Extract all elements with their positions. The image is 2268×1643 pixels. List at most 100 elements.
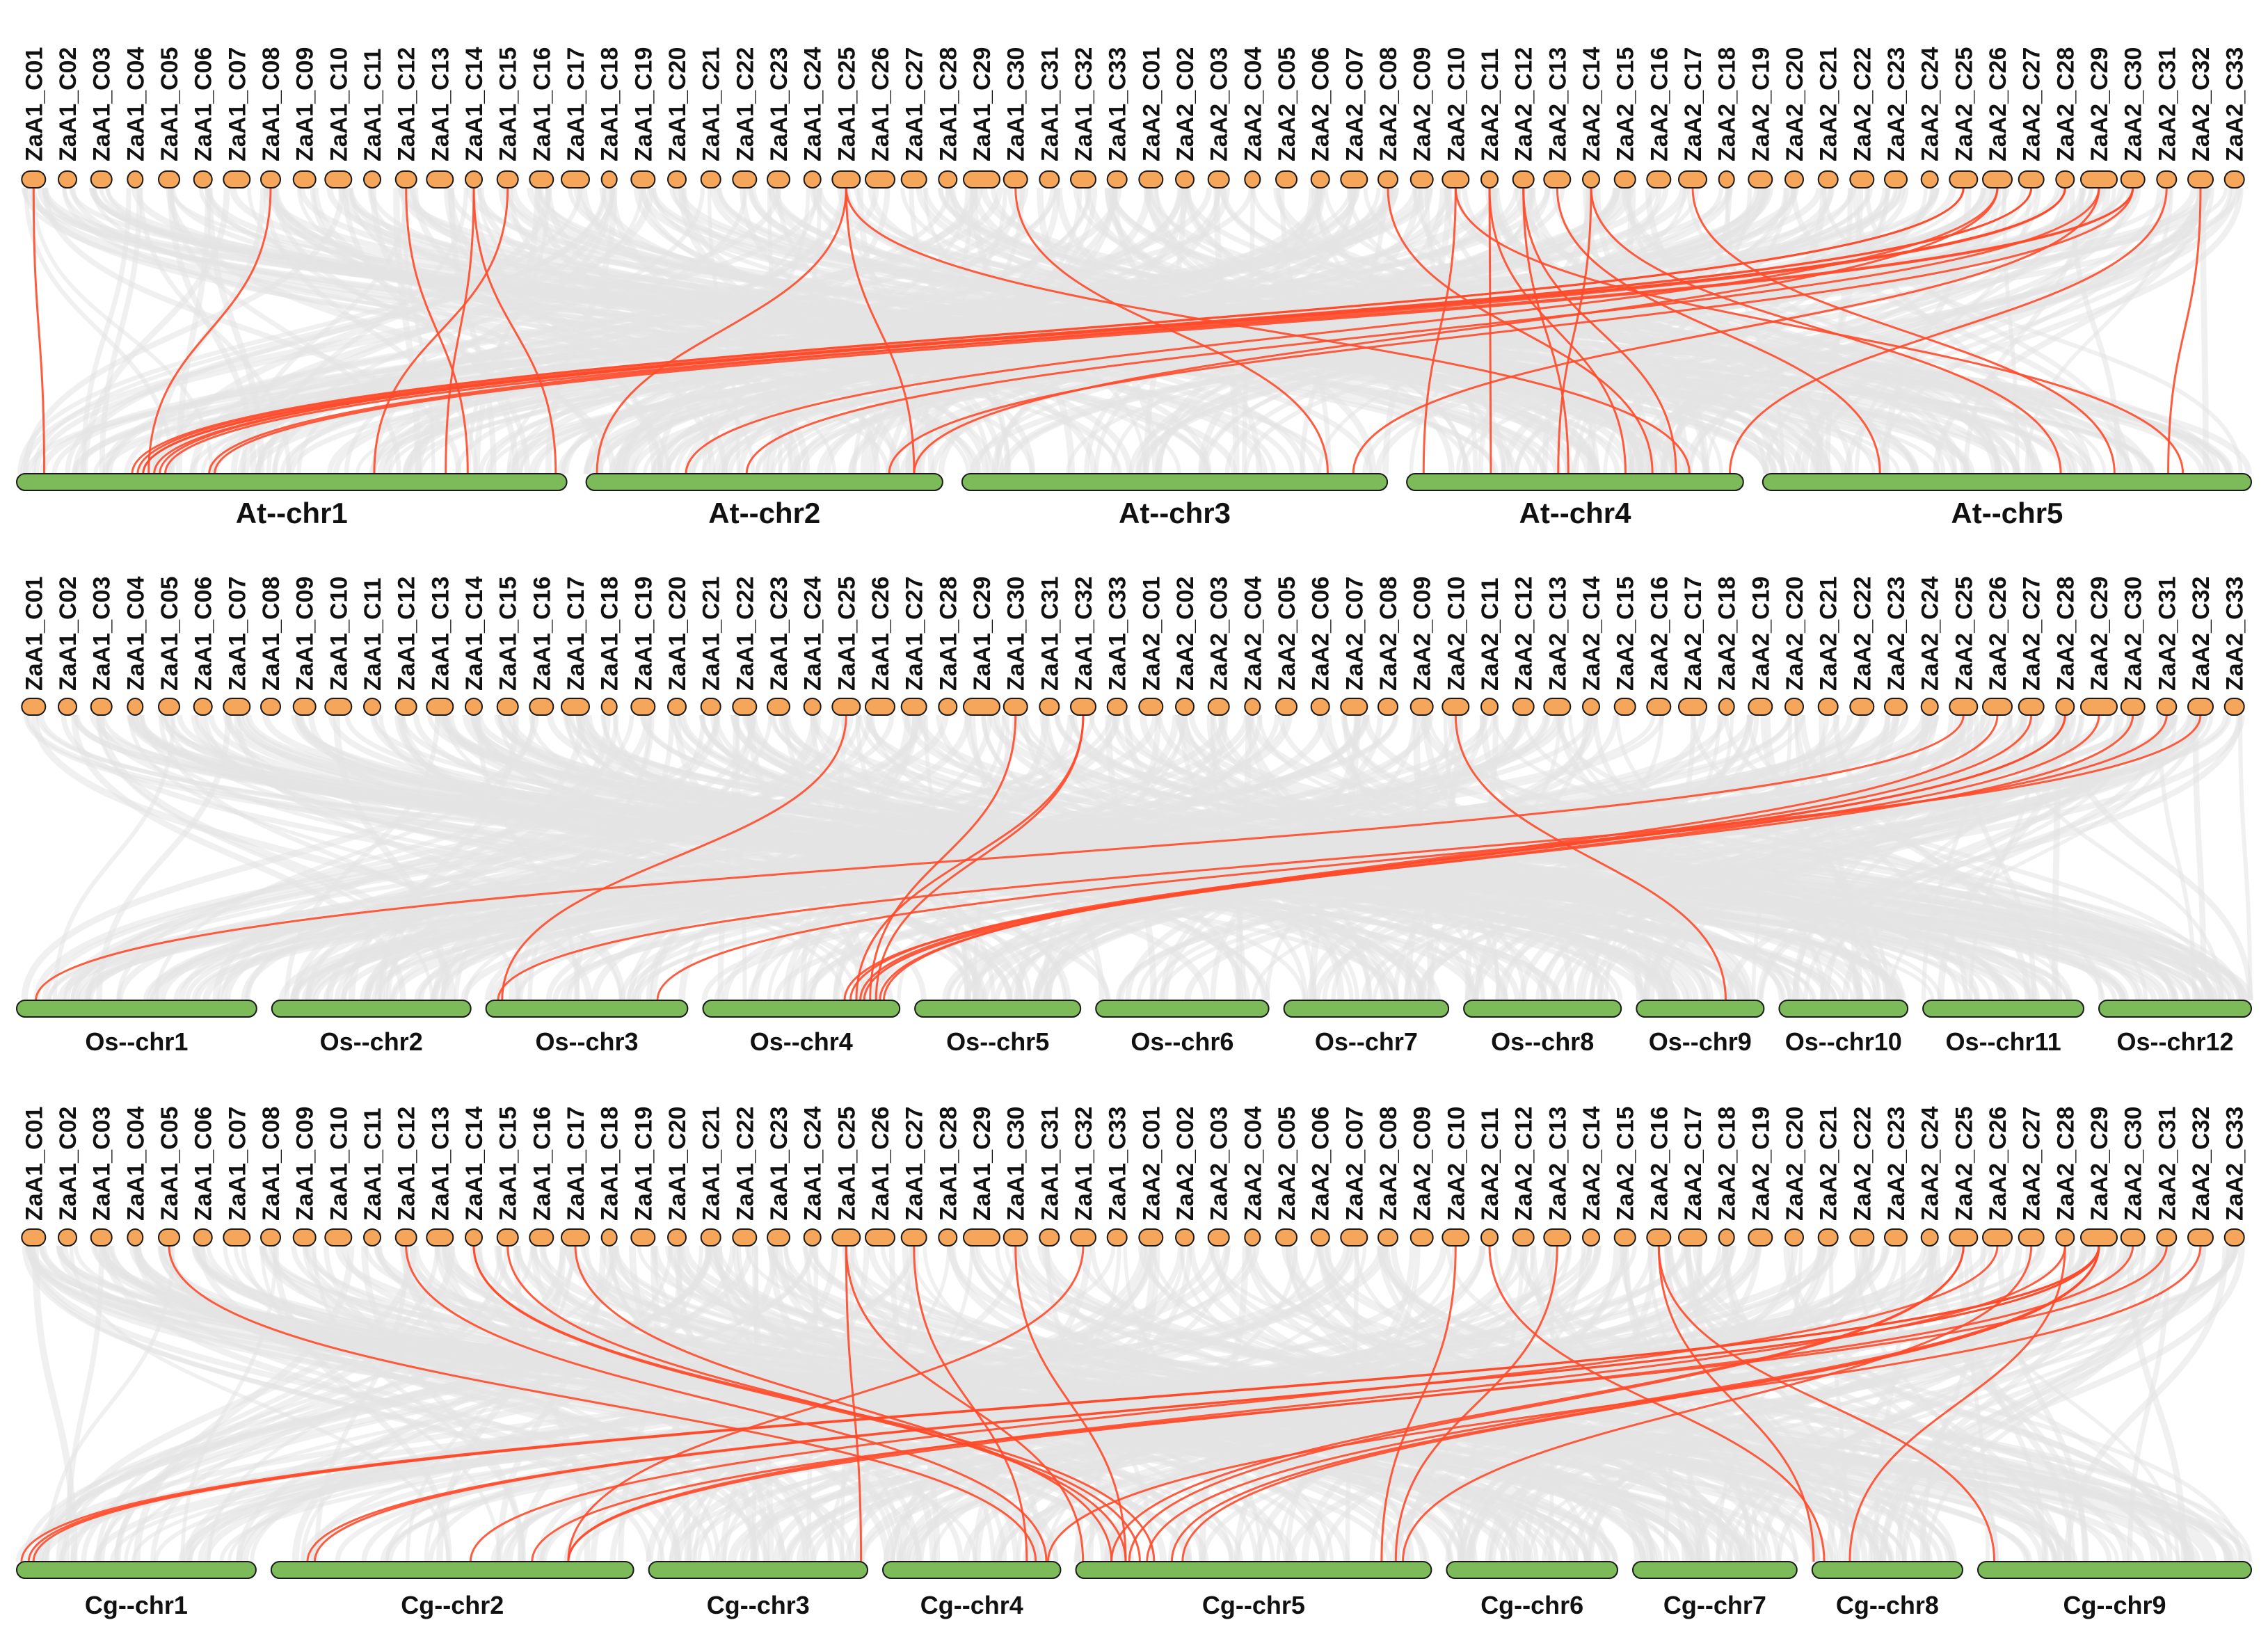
chromosome-label: ZaA2_C04 [1240,47,1266,161]
background-link [2238,714,2253,1001]
chromosome-label: ZaA2_C15 [1613,577,1639,691]
chromosome-label: ZaA2_C28 [2052,577,2079,691]
chromosome-node [803,698,822,716]
chromosome-label: ZaA1_C21 [698,47,725,161]
chromosome-node [963,170,1000,189]
chromosome-label: ZaA1_C20 [664,577,691,691]
chromosome-label: ZaA2_C13 [1544,577,1571,691]
chromosome-label: ZaA2_C24 [1917,576,1944,691]
chromosome-node [426,1228,454,1247]
top-chromosomes: ZaA1_C01 ZaA1_C02 ZaA1_C03 ZaA1_C04 ZaA1_C05… [21,1106,2249,1247]
chromosome-label: ZaA1_C16 [529,1107,555,1221]
chromosome-label: ZaA1_C30 [1003,1107,1030,1221]
background-link [28,187,1238,474]
chromosome-label: ZaA2_C19 [1748,1107,1774,1221]
chromosome-node [363,698,381,716]
background-link [514,1245,1350,1562]
chromosome-label: ZaA1_C26 [868,1107,894,1221]
chromosome-label: ZaA2_C26 [1985,577,2011,691]
chromosome-node [963,698,1000,716]
chromosome-bar [882,1561,1062,1579]
synteny-link [168,1245,1037,1562]
chromosome-node [938,698,958,716]
chromosome-node [2156,170,2178,189]
synteny-link [32,187,45,474]
chromosome-label: ZaA1_C19 [630,1107,657,1221]
background-link [1143,1245,1744,1562]
synteny-link [685,187,1999,474]
synteny-link [35,714,1965,1001]
chromosome-node [2187,1228,2214,1247]
background-link [1324,1245,2242,1562]
chromosome-node [865,698,895,716]
chromosome-node [1377,1228,1398,1247]
chromosome-node [900,698,927,716]
chromosome-bar [1762,473,2253,491]
chromosome-node [1920,698,1939,716]
chromosome-bar [1283,1000,1450,1018]
background-link [409,1245,1128,1562]
chromosome-label: ZaA2_C14 [1579,47,1605,161]
chromosome-label: ZaA1_C12 [394,1107,420,1221]
synteny-link [405,1245,1048,1562]
chromosome-label: ZaA1_C13 [427,47,454,161]
chromosome-label: ZaA1_C13 [427,577,454,691]
chromosome-node [1480,170,1499,189]
chromosome-node [1340,1228,1368,1247]
background-link [2199,187,2209,474]
chromosome-node [1646,698,1672,716]
chromosome-label: ZaA1_C01 [21,47,47,161]
chromosome-label: ZaA1_C22 [732,577,758,691]
synteny-link [497,714,2202,1001]
chromosome-label: ZaA1_C31 [1037,577,1063,691]
chromosome-node [1849,1228,1875,1247]
chromosome-node [1582,170,1600,189]
chromosome-node [1920,1228,1939,1247]
chromosome-node [2187,170,2214,189]
chromosome-bar-label: Os--chr1 [85,1027,188,1056]
background-link [26,1245,1297,1562]
chromosome-node [90,1228,113,1247]
highlight-links [35,714,2202,1001]
chromosome-label: ZaA1_C16 [529,577,555,691]
chromosome-label: ZaA1_C02 [55,1107,81,1221]
chromosome-label: ZaA1_C31 [1037,47,1063,161]
background-link [308,714,2135,1001]
background-link [906,1245,1875,1562]
chromosome-label: ZaA1_C33 [1105,577,1131,691]
chromosome-node [667,170,687,189]
chromosome-label: ZaA1_C28 [935,577,961,691]
chromosome-node [831,698,861,716]
background-link [401,187,436,474]
background-link [105,187,1599,474]
synteny-link [1181,1245,2100,1562]
chromosome-node [1718,170,1735,189]
background-link [1247,714,2214,1001]
chromosome-label: ZaA1_C28 [935,47,961,161]
chromosome-label: ZaA2_C32 [2188,1107,2214,1221]
chromosome-label: ZaA2_C33 [2222,47,2249,161]
chromosome-label: ZaA1_C08 [258,47,285,161]
chromosome-node [21,698,47,716]
chromosome-label: ZaA1_C27 [902,47,928,161]
chromosome-node [1340,170,1368,189]
chromosome-bar [271,1000,472,1018]
chromosome-node [127,1228,144,1247]
chromosome-node [292,170,317,189]
chromosome-label: ZaA1_C24 [800,576,826,691]
chromosome-label: ZaA2_C13 [1544,1107,1571,1221]
chromosome-node [1377,698,1398,716]
chromosome-node [1310,1228,1330,1247]
chromosome-bar [270,1561,634,1579]
background-link [158,714,521,1001]
synteny-link [1488,187,1492,474]
background-link [65,187,609,474]
chromosome-node [865,170,895,189]
chromosome-node [193,170,213,189]
synteny-link [1590,187,2062,474]
chromosome-label: ZaA1_C07 [224,47,250,161]
chromosome-node [496,698,519,716]
chromosome-node [496,170,519,189]
chromosome-bar-label: Cg--chr7 [1663,1591,1766,1619]
chromosome-label: ZaA1_C14 [461,47,488,161]
